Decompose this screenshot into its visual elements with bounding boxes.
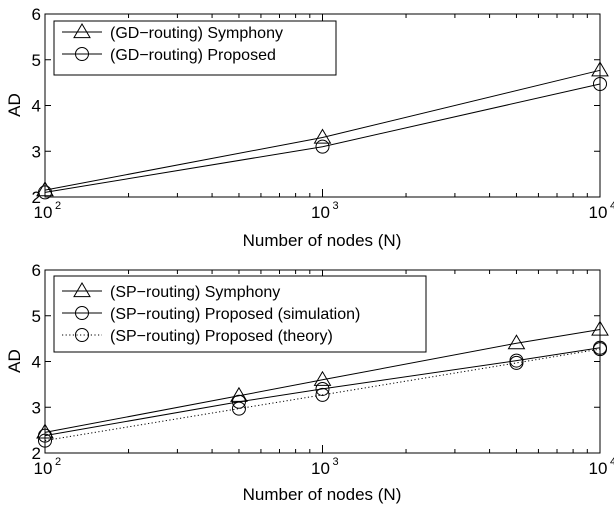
legend-marker xyxy=(75,328,89,342)
series-line xyxy=(44,83,601,193)
x-tick-label: 10 2 xyxy=(34,200,62,222)
y-tick-label: 2 xyxy=(32,444,41,463)
data-point xyxy=(36,423,54,439)
series-0 xyxy=(36,61,609,197)
x-tick-label: 10 4 xyxy=(589,456,614,478)
series-line xyxy=(44,69,601,191)
data-point xyxy=(38,433,52,448)
legend-label: (GD−routing) Proposed xyxy=(110,47,276,64)
axis-ticks xyxy=(44,13,601,198)
y-tick-label: 3 xyxy=(32,398,41,417)
series-2 xyxy=(38,342,607,448)
data-point xyxy=(315,381,330,396)
legend-box xyxy=(53,20,337,76)
data-point xyxy=(231,394,246,409)
y-tick-labels: 2 3 4 5 6 xyxy=(32,5,41,207)
data-point xyxy=(593,76,607,91)
x-axis-label: Number of nodes (N) xyxy=(243,231,402,250)
data-point xyxy=(591,320,609,336)
data-point xyxy=(509,355,524,370)
x-tick-base: 10 xyxy=(311,459,330,478)
y-tick-label: 4 xyxy=(32,353,41,372)
x-tick-label: 10 3 xyxy=(311,456,339,478)
y-tick-labels: 2 3 4 5 6 xyxy=(32,261,41,463)
x-tick-base: 10 xyxy=(311,203,330,222)
data-point xyxy=(591,61,609,77)
data-point xyxy=(315,387,330,402)
x-tick-exponent: 2 xyxy=(55,200,61,212)
legend-label: (SP−routing) Proposed (theory) xyxy=(110,328,333,345)
series-layer xyxy=(36,61,609,200)
legend-box xyxy=(53,275,427,353)
legend-entry: (GD−routing) Proposed xyxy=(62,47,276,64)
legend-label: (GD−routing) Symphony xyxy=(110,25,283,42)
y-axis-label: AD xyxy=(5,349,24,373)
y-tick-label: 4 xyxy=(32,97,41,116)
x-tick-base: 10 xyxy=(34,459,53,478)
data-point xyxy=(315,139,330,154)
legend-marker xyxy=(73,23,91,39)
data-point xyxy=(507,334,526,350)
x-tick-label: 10 3 xyxy=(311,200,339,222)
x-axis-label: Number of nodes (N) xyxy=(243,485,402,504)
series-line xyxy=(44,347,601,437)
x-tick-exponent: 2 xyxy=(55,456,61,468)
x-tick-exponent: 3 xyxy=(333,200,339,212)
x-tick-exponent: 4 xyxy=(610,456,614,468)
legend-entry: (SP−routing) Proposed (theory) xyxy=(62,328,333,345)
legend-entry: (SP−routing) Proposed (simulation) xyxy=(62,306,360,323)
x-tick-labels: 10 2 10 3 10 4 xyxy=(34,200,614,222)
x-tick-exponent: 3 xyxy=(333,456,339,468)
x-tick-base: 10 xyxy=(589,203,608,222)
x-tick-label: 10 2 xyxy=(34,456,62,478)
legend: (SP−routing) Symphony (SP−routing) Propos… xyxy=(53,275,427,353)
y-tick-label: 5 xyxy=(32,307,41,326)
legend: (GD−routing) Symphony (GD−routing) Propos… xyxy=(53,20,337,76)
series-line xyxy=(44,329,601,433)
x-tick-base: 10 xyxy=(589,459,608,478)
x-tick-labels: 10 2 10 3 10 4 xyxy=(34,456,614,478)
y-tick-label: 2 xyxy=(32,188,41,207)
y-tick-label: 6 xyxy=(32,5,41,24)
legend-label: (SP−routing) Symphony xyxy=(110,284,280,301)
x-tick-exponent: 4 xyxy=(610,200,614,212)
x-tick-base: 10 xyxy=(34,203,53,222)
x-tick-label: 10 4 xyxy=(589,200,614,222)
y-axis-label: AD xyxy=(5,93,24,117)
legend-marker xyxy=(75,306,89,320)
y-tick-label: 3 xyxy=(32,142,41,161)
legend-entry: (GD−routing) Symphony xyxy=(62,23,283,42)
legend-entry: (SP−routing) Symphony xyxy=(62,282,280,301)
data-point xyxy=(313,128,332,144)
data-point xyxy=(593,342,607,357)
data-point xyxy=(313,370,332,386)
series-1 xyxy=(38,76,607,200)
legend-label: (SP−routing) Proposed (simulation) xyxy=(110,306,360,323)
legend-marker xyxy=(75,47,89,61)
data-point xyxy=(38,185,52,200)
axis-ticks xyxy=(44,269,601,454)
series-1 xyxy=(38,340,607,443)
legend-marker xyxy=(73,282,91,298)
y-tick-label: 5 xyxy=(32,51,41,70)
series-layer xyxy=(36,320,609,448)
y-tick-label: 6 xyxy=(32,261,41,280)
series-line xyxy=(44,348,601,442)
data-point xyxy=(36,181,54,197)
data-point xyxy=(231,401,246,416)
data-point xyxy=(38,428,52,443)
